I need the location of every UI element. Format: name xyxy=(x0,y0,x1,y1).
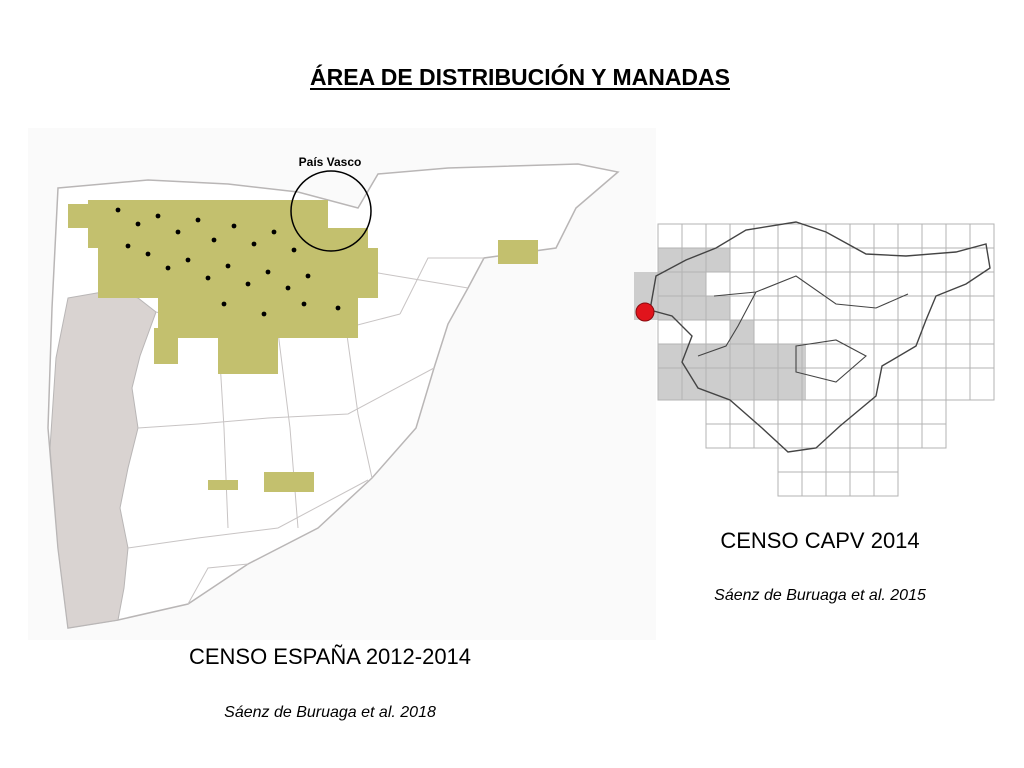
spain-distribution-map: País Vasco xyxy=(28,128,656,640)
capv-outline xyxy=(649,221,991,453)
capv-pack-marker xyxy=(635,302,655,322)
capv-shaded-cells xyxy=(634,248,806,400)
pais-vasco-label: País Vasco xyxy=(299,155,362,169)
capv-reference: Sáenz de Buruaga et al. 2015 xyxy=(714,587,926,604)
presence-squares xyxy=(68,200,538,492)
pais-vasco-circle xyxy=(290,170,372,252)
pack-dots xyxy=(115,207,341,317)
spain-reference: Sáenz de Buruaga et al. 2018 xyxy=(224,704,436,721)
page-title: ÁREA DE DISTRIBUCIÓN Y MANADAS xyxy=(310,64,730,90)
province-borders xyxy=(127,257,484,605)
portugal-shape xyxy=(49,289,157,629)
capv-inner-boundary xyxy=(697,275,909,383)
capv-census-title: CENSO CAPV 2014 xyxy=(720,528,920,553)
spain-census-title: CENSO ESPAÑA 2012-2014 xyxy=(188,644,472,669)
capv-census-map xyxy=(634,221,995,497)
